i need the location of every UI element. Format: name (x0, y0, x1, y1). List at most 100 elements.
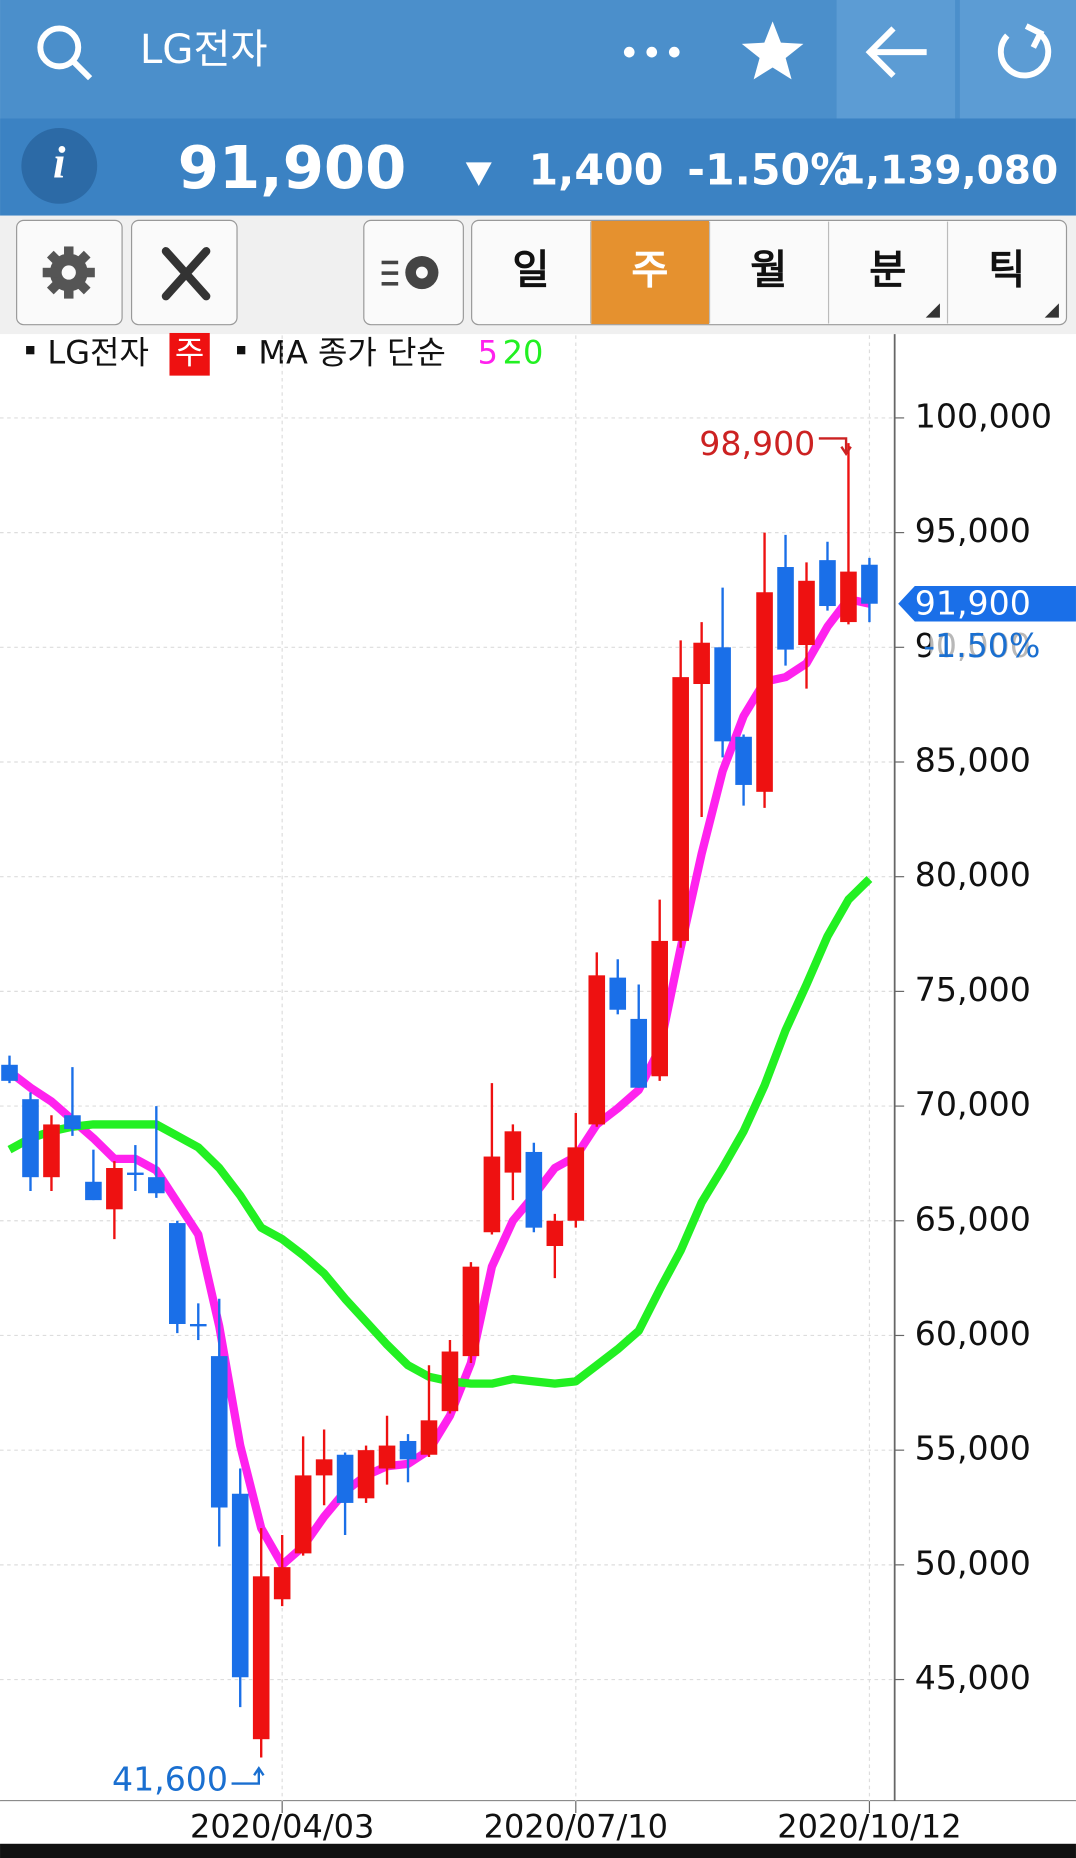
last-change-bg (930, 629, 1049, 663)
legend-marker (26, 346, 35, 355)
stock-title: LG전자 (140, 27, 268, 73)
candle-body (861, 564, 878, 604)
refresh-icon[interactable] (997, 23, 1052, 79)
current-price: 91,900 (178, 133, 407, 202)
tab[interactable] (591, 220, 709, 325)
candle-body (462, 1266, 480, 1357)
legend-name: LG전자 (47, 333, 148, 371)
candle-body (630, 1018, 648, 1088)
legend-series: 5 (478, 333, 498, 371)
candle-body (85, 1181, 102, 1201)
y-tick-label: 45,000 (915, 1658, 1031, 1697)
tab-corner (1044, 303, 1059, 318)
ma-line (7, 876, 873, 1388)
candle-body (399, 1440, 417, 1460)
candle-body (609, 977, 627, 1010)
candle-body (273, 1567, 291, 1600)
down-arrow (465, 162, 492, 187)
candle-body (588, 975, 606, 1125)
y-tick-label: 50,000 (915, 1543, 1031, 1582)
candle-body (546, 1220, 564, 1247)
candle-body (840, 571, 857, 623)
tab-label: 분 (869, 248, 906, 294)
x-tick-label: 2020/07/10 (484, 1807, 668, 1845)
candle-body (819, 560, 836, 607)
nav-strip (0, 1843, 1076, 1858)
tab-label: 일 (512, 248, 549, 294)
candle-body (148, 1177, 165, 1194)
last-price-badge (898, 585, 1076, 622)
tab-label: 틱 (988, 248, 1025, 294)
indicator-icon (381, 255, 439, 290)
price-change: 1,400 (529, 146, 664, 196)
price-change-pct: -1.50% (687, 146, 853, 196)
candle-body (210, 1356, 228, 1508)
candle-body (714, 647, 731, 742)
legend-ma: MA 종가 단순 (258, 333, 446, 371)
tab-label: 주 (631, 248, 668, 294)
refresh-button[interactable] (959, 0, 1076, 119)
candle-body (735, 736, 752, 785)
max-label: 98,900 (699, 424, 815, 463)
volume: 1,139,080 (838, 149, 1058, 194)
candle-body (378, 1445, 396, 1469)
min-label: 41,600 (112, 1760, 228, 1799)
max-arrow (818, 437, 852, 456)
candle-body (127, 1172, 144, 1175)
x-tick-label: 2020/10/12 (777, 1807, 961, 1845)
y-tick-label: 70,000 (915, 1085, 1031, 1124)
candle-body (483, 1156, 501, 1233)
candle-body (231, 1493, 249, 1678)
candle-body (336, 1454, 354, 1503)
candle-body (651, 940, 668, 1077)
chart-area (0, 334, 1076, 1802)
tab-label: 월 (750, 248, 787, 294)
legend-series: 20 (503, 333, 544, 371)
search-icon[interactable] (37, 25, 93, 81)
info-icon: i (53, 137, 66, 187)
candle-body (294, 1475, 312, 1554)
date-axis (0, 1801, 1076, 1844)
candle-body (777, 567, 794, 650)
candle-body (798, 580, 815, 646)
y-tick-label: 80,000 (915, 855, 1031, 894)
back-icon[interactable] (865, 26, 927, 78)
candle-body (106, 1168, 123, 1210)
candle-body (357, 1450, 375, 1499)
y-tick-label: 95,000 (915, 511, 1031, 550)
y-tick-label: 60,000 (915, 1314, 1031, 1353)
candle-body (672, 677, 689, 941)
legend-period: 주 (175, 333, 204, 371)
candle-body (441, 1351, 459, 1412)
price-bar (0, 118, 1076, 216)
tools-icon (161, 247, 211, 301)
candle-body (64, 1115, 81, 1130)
legend-marker (237, 346, 246, 355)
last-price-label: 91,900 (915, 583, 1031, 622)
candle-body (567, 1147, 585, 1221)
y-tick-label: 75,000 (915, 970, 1031, 1009)
legend-period-box (169, 332, 210, 376)
candle-body (525, 1151, 543, 1228)
info-button[interactable] (21, 127, 98, 204)
more-icon[interactable] (623, 46, 680, 58)
candle-body (693, 642, 710, 685)
gear-icon (42, 246, 95, 299)
x-tick-label: 2020/04/03 (190, 1807, 374, 1845)
last-change-label: -1.50% (923, 626, 1040, 665)
candle-body (756, 592, 773, 792)
candle-body (43, 1124, 60, 1178)
candle-body (22, 1099, 39, 1178)
candle-body (169, 1223, 186, 1324)
y-tick-label: 85,000 (915, 741, 1031, 780)
min-arrow (231, 1766, 265, 1785)
back-button[interactable] (836, 0, 956, 119)
candle-body (189, 1323, 207, 1327)
y-tick-label: 55,000 (915, 1429, 1031, 1468)
candle-body (252, 1576, 270, 1740)
y-tick-label: 65,000 (915, 1199, 1031, 1238)
favorite-icon[interactable] (741, 21, 804, 80)
ma-line (6, 594, 871, 1570)
